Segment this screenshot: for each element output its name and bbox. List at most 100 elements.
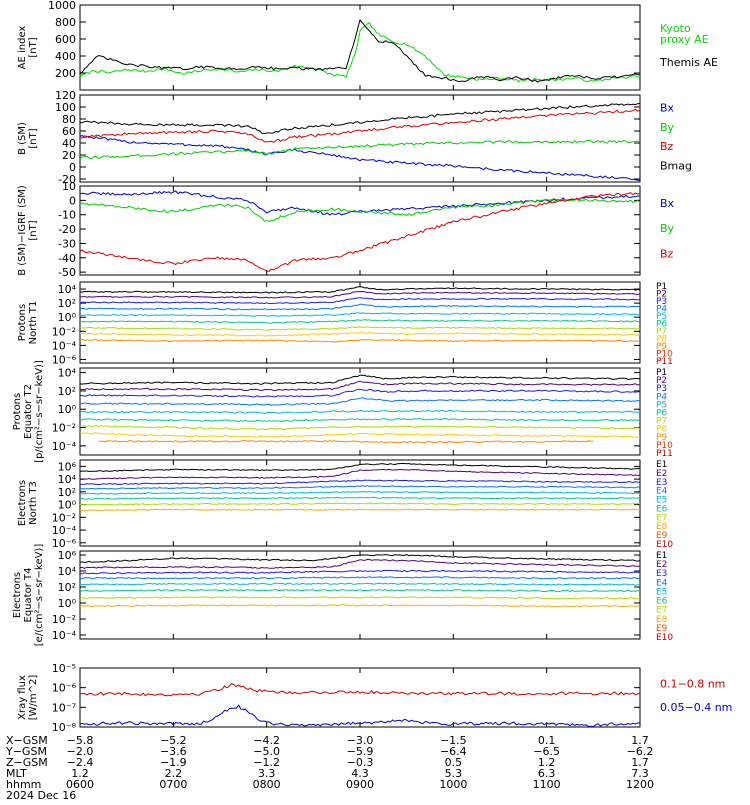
axis-row-value: 6.3 <box>538 767 556 780</box>
y-axis-label: B (SM)[nT] <box>17 122 39 155</box>
axis-row-value: −4.2 <box>253 734 280 747</box>
series-line-e7 <box>79 502 641 506</box>
series-line-e7 <box>79 596 641 600</box>
series-line-e8 <box>79 508 641 512</box>
series-line-p3 <box>79 297 641 305</box>
y-tick-label: 10² <box>58 385 76 398</box>
legend-entry: By <box>660 222 675 235</box>
legend-entry: P11 <box>656 357 673 367</box>
legend-entry: Kyoto proxy AE <box>660 22 709 46</box>
legend-entry: P2 <box>656 376 667 386</box>
axis-row-value: −2.0 <box>67 745 94 758</box>
y-tick-label: 10⁻⁶ <box>52 537 77 550</box>
axis-row-value: 7.3 <box>631 767 649 780</box>
axis-row-value: 1.2 <box>71 767 89 780</box>
legend-entry: E7 <box>656 606 667 616</box>
legend-entry: E6 <box>656 597 668 607</box>
y-tick-label: -30 <box>58 237 76 250</box>
legend-entry: E7 <box>656 513 667 523</box>
axis-row-value: −1.5 <box>440 734 467 747</box>
series-line-e6 <box>79 496 641 500</box>
y-tick-label: 10⁻⁴ <box>52 524 77 537</box>
y-tick-label: 10⁻² <box>52 422 76 435</box>
axis-row-value: −6.4 <box>440 745 467 758</box>
y-axis-label: ProtonsNorth T1 <box>17 301 39 345</box>
series-line-p2 <box>79 290 641 299</box>
series-line-p4 <box>79 397 641 406</box>
axis-row-value: 4.3 <box>351 767 369 780</box>
axis-row-label: Y−GSM <box>5 745 47 758</box>
series-line-p9 <box>79 338 641 343</box>
y-tick-label: 10² <box>58 297 76 310</box>
axis-row-value: −2.4 <box>67 756 94 769</box>
legend-entry: E8 <box>656 615 668 625</box>
legend-entry: P11 <box>656 449 673 459</box>
legend-entry: P4 <box>656 392 667 402</box>
axis-row-value: 3.3 <box>258 767 276 780</box>
axis-row-value: −6.2 <box>627 745 654 758</box>
series-line-bx <box>79 134 640 181</box>
y-tick-label: 0 <box>69 161 76 174</box>
axis-row-value: 0700 <box>159 778 187 791</box>
legend-entry: By <box>660 121 675 134</box>
series-line-0-1-0-8-nm <box>80 683 641 697</box>
y-tick-label: -40 <box>58 252 76 265</box>
y-tick-label: 0 <box>69 194 76 207</box>
legend-entry: 0.1−0.8 nm <box>660 678 725 691</box>
series-line-e1 <box>79 462 641 473</box>
y-tick-label: 20 <box>62 149 76 162</box>
y-tick-label: 10⁴ <box>58 283 77 296</box>
legend-entry: P2 <box>656 290 667 300</box>
series-line-e6 <box>79 589 641 593</box>
axis-row-value: −0.3 <box>347 756 374 769</box>
y-tick-label: 60 <box>62 125 76 138</box>
legend-entry: P8 <box>656 425 667 435</box>
panel-7: 10⁶ 10⁴ 10² 10⁰ 10⁻² 10⁻⁴ ElectronsEquator T4[… <box>12 544 673 647</box>
y-tick-label: 10⁻⁷ <box>52 701 76 714</box>
y-tick-label: 1000 <box>48 0 76 12</box>
axis-row-value: 0900 <box>346 778 374 791</box>
panel-3: -50-40 -30-20-10 010 B (SM)−IGRF (SM)[nT] Bx… <box>17 180 675 279</box>
series-line-kyoto-proxy-ae <box>79 21 641 83</box>
panel-8: 10⁻⁵ 10⁻⁶ 10⁻⁷ 10⁻⁸ Xray flux[W/m^2] 0.1−0.8 … <box>17 662 732 734</box>
axis-row-value: 1.2 <box>538 756 556 769</box>
series-line-e4 <box>80 485 641 490</box>
series-line-e4 <box>79 576 641 580</box>
series-line-p7 <box>79 424 641 431</box>
y-tick-label: 10⁻⁴ <box>52 629 77 642</box>
legend-entry: P10 <box>656 350 673 360</box>
y-tick-label: 10⁻² <box>52 511 76 524</box>
legend-entry: P5 <box>656 312 667 322</box>
y-tick-label: -50 <box>58 266 76 279</box>
legend-entry: E4 <box>656 487 668 497</box>
y-tick-label: 10⁰ <box>58 499 77 512</box>
legend-entry: E1 <box>656 551 667 561</box>
y-tick-label: 800 <box>55 16 76 29</box>
series-line-p5 <box>79 312 641 317</box>
y-axis-label: AE index[nT] <box>17 26 39 70</box>
y-axis-label: B (SM)−IGRF (SM)[nT] <box>17 185 39 276</box>
y-tick-label: 40 <box>62 137 76 150</box>
legend-entry: P5 <box>656 400 667 410</box>
series-line-p8 <box>79 331 641 337</box>
y-tick-label: -20 <box>58 223 76 236</box>
legend-entry: Bz <box>660 140 674 153</box>
axis-row-value: −6.5 <box>533 745 560 758</box>
series-line-bmag <box>79 102 641 135</box>
axis-row-value: 1200 <box>626 778 654 791</box>
legend-entry: P8 <box>656 335 667 345</box>
legend-entry: P10 <box>656 441 673 451</box>
legend-entry: P7 <box>656 327 667 337</box>
legend-entry: E5 <box>656 496 667 506</box>
series-line-e3 <box>79 479 641 486</box>
series-line-p3 <box>79 388 640 398</box>
y-tick-label: 10⁴ <box>58 565 77 578</box>
series-line-e1 <box>79 554 641 564</box>
axis-row-value: 2.2 <box>165 767 183 780</box>
series-line-p6 <box>79 418 640 423</box>
legend-entry: E5 <box>656 587 667 597</box>
axis-row-value: −3.0 <box>347 734 374 747</box>
legend-entry: P3 <box>656 297 667 307</box>
series-line-p1 <box>79 374 641 385</box>
